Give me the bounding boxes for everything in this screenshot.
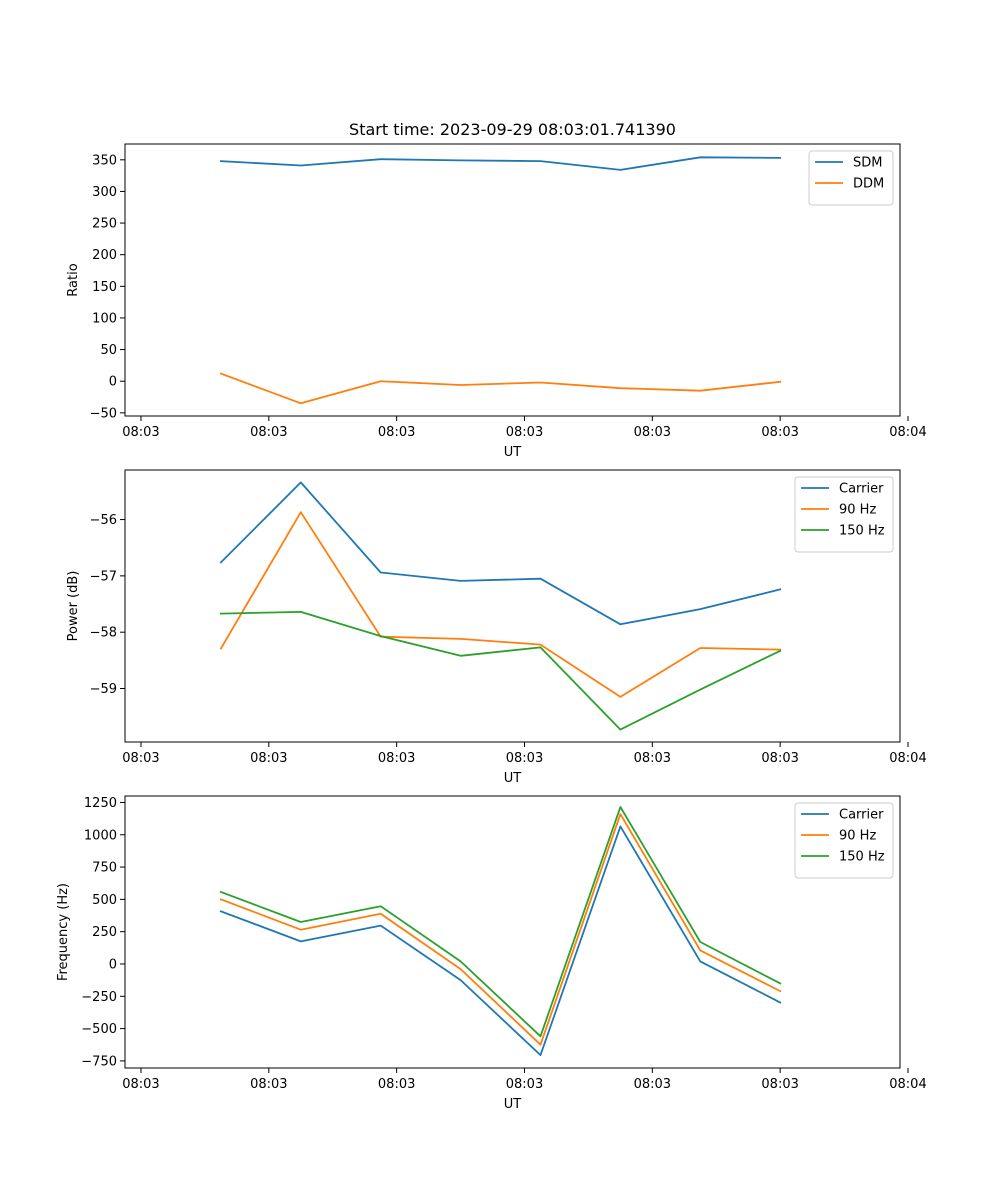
y-axis-label: Ratio bbox=[66, 263, 81, 296]
x-tick-label: 08:03 bbox=[634, 425, 671, 440]
y-tick-label: 500 bbox=[92, 893, 117, 908]
y-tick-label: 0 bbox=[109, 957, 117, 972]
y-tick-label: 250 bbox=[92, 925, 117, 940]
legend-label: 90 Hz bbox=[839, 503, 876, 518]
legend-label: Carrier bbox=[839, 482, 884, 497]
legend-label: Carrier bbox=[839, 808, 884, 823]
legend-label: 150 Hz bbox=[839, 850, 885, 865]
y-tick-label: 1250 bbox=[84, 796, 117, 811]
x-tick-label: 08:04 bbox=[889, 425, 926, 440]
x-tick-label: 08:03 bbox=[761, 1077, 798, 1092]
axes-frame bbox=[124, 469, 901, 743]
series-line-150-hz bbox=[219, 806, 782, 1038]
series-line-150-hz bbox=[219, 611, 782, 731]
x-tick-label: 08:03 bbox=[122, 1077, 159, 1092]
ratio-panel: Start time: 2023-09-29 08:03:01.741390 U… bbox=[66, 120, 927, 460]
series-line-carrier bbox=[219, 481, 782, 626]
series-line-carrier bbox=[219, 825, 782, 1056]
x-tick-label: 08:03 bbox=[250, 751, 287, 766]
x-tick-label: 08:03 bbox=[506, 425, 543, 440]
x-tick-label: 08:04 bbox=[889, 751, 926, 766]
x-tick-label: 08:03 bbox=[634, 751, 671, 766]
series-line-90-hz bbox=[219, 813, 782, 1046]
y-tick-label: 100 bbox=[92, 311, 117, 326]
legend-box bbox=[794, 802, 894, 879]
y-axis-label: Power (dB) bbox=[66, 571, 81, 642]
legend-label: DDM bbox=[853, 177, 884, 192]
series-line-90-hz bbox=[219, 511, 782, 698]
series-line-ddm bbox=[219, 372, 782, 405]
axes-frame bbox=[124, 143, 901, 417]
y-tick-label: 750 bbox=[92, 861, 117, 876]
legend: Carrier 90 Hz 150 Hz bbox=[794, 802, 894, 879]
x-tick-label: 08:03 bbox=[378, 751, 415, 766]
x-axis-label: UT bbox=[504, 445, 522, 460]
legend: SDM DDM bbox=[808, 150, 894, 206]
y-tick-label: −750 bbox=[81, 1054, 117, 1069]
y-tick-label: −58 bbox=[90, 626, 117, 641]
y-tick-label: −50 bbox=[90, 406, 117, 421]
frequency-panel: UT Frequency (Hz) 08:03 08:03 08:03 08:03 08… bbox=[56, 795, 927, 1112]
y-tick-label: −500 bbox=[81, 1022, 117, 1037]
y-tick-label: 350 bbox=[92, 153, 117, 168]
x-tick-label: 08:03 bbox=[378, 1077, 415, 1092]
legend-label: SDM bbox=[853, 156, 882, 171]
x-axis-label: UT bbox=[504, 1097, 522, 1112]
legend-label: 90 Hz bbox=[839, 829, 876, 844]
y-tick-label: 150 bbox=[92, 280, 117, 295]
x-tick-label: 08:03 bbox=[761, 425, 798, 440]
y-tick-label: −250 bbox=[81, 990, 117, 1005]
x-tick-label: 08:03 bbox=[378, 425, 415, 440]
x-tick-label: 08:03 bbox=[761, 751, 798, 766]
y-tick-label: 50 bbox=[100, 343, 117, 358]
power-panel: UT Power (dB) 08:03 08:03 08:03 08:03 08:03 0… bbox=[66, 469, 927, 786]
x-tick-label: 08:03 bbox=[250, 1077, 287, 1092]
series-line-sdm bbox=[219, 156, 782, 171]
x-axis-label: UT bbox=[504, 771, 522, 786]
y-tick-label: 1000 bbox=[84, 828, 117, 843]
y-tick-label: 200 bbox=[92, 248, 117, 263]
x-tick-label: 08:03 bbox=[122, 751, 159, 766]
y-tick-label: 300 bbox=[92, 185, 117, 200]
y-tick-label: 250 bbox=[92, 217, 117, 232]
x-tick-label: 08:03 bbox=[506, 751, 543, 766]
x-tick-label: 08:03 bbox=[250, 425, 287, 440]
y-axis-label: Frequency (Hz) bbox=[56, 883, 71, 981]
legend-box bbox=[794, 476, 894, 553]
x-tick-label: 08:03 bbox=[122, 425, 159, 440]
chart-title: Start time: 2023-09-29 08:03:01.741390 bbox=[349, 120, 676, 139]
y-tick-label: −59 bbox=[90, 682, 117, 697]
legend-box bbox=[808, 150, 894, 206]
x-tick-label: 08:03 bbox=[634, 1077, 671, 1092]
x-tick-label: 08:04 bbox=[889, 1077, 926, 1092]
y-tick-label: −57 bbox=[90, 569, 117, 584]
legend-label: 150 Hz bbox=[839, 524, 885, 539]
y-tick-label: 0 bbox=[109, 375, 117, 390]
y-tick-label: −56 bbox=[90, 513, 117, 528]
legend: Carrier 90 Hz 150 Hz bbox=[794, 476, 894, 553]
x-tick-label: 08:03 bbox=[506, 1077, 543, 1092]
